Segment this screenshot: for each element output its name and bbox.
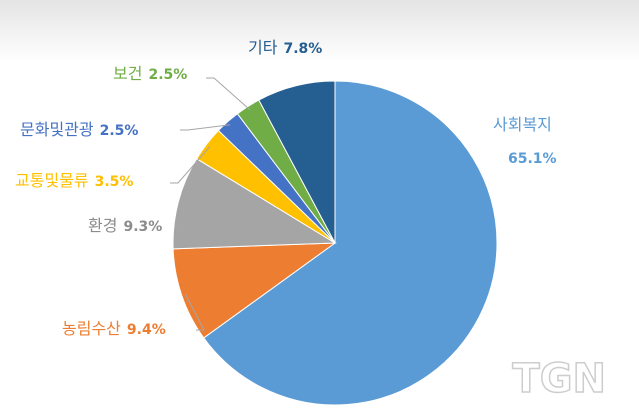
value-label: 7.8% xyxy=(283,41,322,57)
data-label: 기타 7.8% xyxy=(248,38,322,57)
data-label: 보건 2.5% xyxy=(113,64,187,83)
category-label: 농림수산 xyxy=(62,319,121,338)
data-label: 사회복지 xyxy=(493,115,552,134)
leader-line xyxy=(178,202,187,228)
data-label: 교통및물류 3.5% xyxy=(15,171,133,190)
leader-line xyxy=(180,124,231,131)
data-label: 환경 9.3% xyxy=(88,216,162,235)
value-label: 65.1% xyxy=(508,151,557,167)
value-label: 2.5% xyxy=(100,123,139,139)
category-label: 환경 xyxy=(88,216,117,235)
leader-line xyxy=(170,146,211,184)
pie-slice xyxy=(203,80,498,406)
value-label: 2.5% xyxy=(148,67,187,83)
pie-slice xyxy=(172,157,337,250)
watermark: TGN xyxy=(512,356,606,402)
data-label: 농림수산 9.4% xyxy=(62,319,166,338)
data-label: 문화및관광 2.5% xyxy=(20,120,138,139)
value-label: 9.4% xyxy=(127,322,166,338)
value-label: 9.3% xyxy=(123,219,162,235)
pie-slice xyxy=(172,242,337,339)
category-label: 보건 xyxy=(113,64,142,83)
value-label: 3.5% xyxy=(95,174,134,190)
leader-line xyxy=(206,77,251,111)
category-label: 사회복지 xyxy=(493,115,552,134)
category-label: 교통및물류 xyxy=(15,171,89,190)
leader-line xyxy=(185,294,205,331)
category-label: 기타 xyxy=(248,38,278,57)
category-label: 문화및관광 xyxy=(20,120,94,139)
pie-slice xyxy=(258,80,336,244)
